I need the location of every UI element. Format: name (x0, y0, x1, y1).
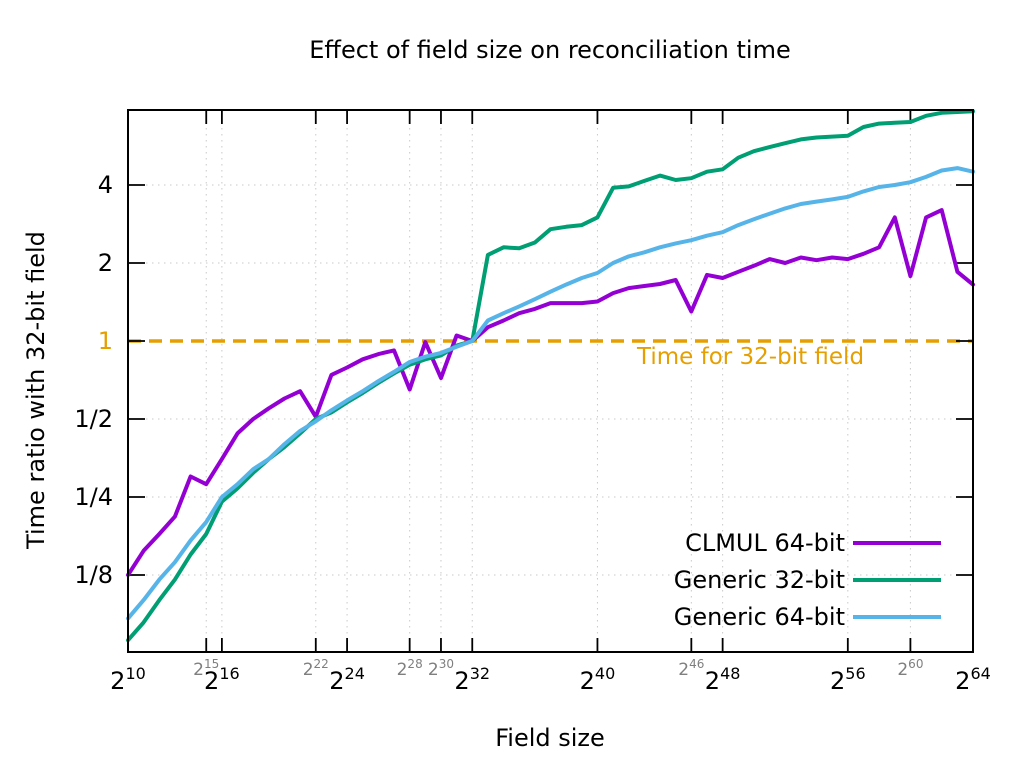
legend-label-generic-32-bit: Generic 32-bit (673, 566, 845, 594)
reference-line-label: Time for 32-bit field (637, 344, 865, 370)
x-tick-label-2^40: 240 (579, 664, 616, 695)
y-tick-label-1-2: 1/2 (74, 405, 113, 433)
plot-border (127, 109, 974, 653)
x-axis-label: Field size (495, 724, 605, 752)
x-tick-label-2^56: 256 (829, 664, 866, 695)
legend-label-generic-64-bit: Generic 64-bit (673, 603, 845, 631)
y-tick-label-4: 4 (97, 171, 113, 199)
y-tick-label-2: 2 (97, 249, 113, 277)
y-tick-label-1-8: 1/8 (74, 561, 113, 589)
legend-swatch-generic-64-bit (853, 615, 941, 619)
x-tick-label-2^32: 232 (454, 664, 491, 695)
legend-swatch-generic-32-bit (853, 578, 941, 582)
x-tick-label-2^64: 264 (955, 664, 991, 695)
y-tick-label-1-4: 1/4 (74, 483, 113, 511)
x-minor-tick-label-2^22: 222 (302, 657, 329, 680)
x-minor-tick-label-2^15: 215 (193, 657, 220, 680)
x-tick-label-2^16: 216 (204, 664, 240, 695)
x-tick-label-2^48: 248 (704, 664, 741, 695)
legend-label-clmul-64-bit: CLMUL 64-bit (685, 529, 845, 557)
series-line-generic-32-bit (126, 109, 975, 643)
x-minor-tick-label-2^30: 230 (427, 657, 455, 680)
x-tick-label-2^10: 210 (110, 664, 146, 695)
y-axis-label: Time ratio with 32-bit field (22, 231, 50, 549)
y-tick-label-1: 1 (97, 327, 113, 355)
x-minor-tick-label-2^60: 260 (897, 657, 924, 680)
series-line-generic-64-bit (126, 166, 975, 621)
x-minor-tick-label-2^28: 228 (396, 657, 423, 680)
legend-swatch-clmul-64-bit (853, 541, 941, 545)
x-tick-label-2^24: 224 (329, 664, 365, 695)
series-line-clmul-64-bit (126, 208, 975, 577)
x-minor-tick-label-2^46: 246 (678, 657, 705, 680)
chart-title: Effect of field size on reconciliation t… (309, 36, 791, 64)
